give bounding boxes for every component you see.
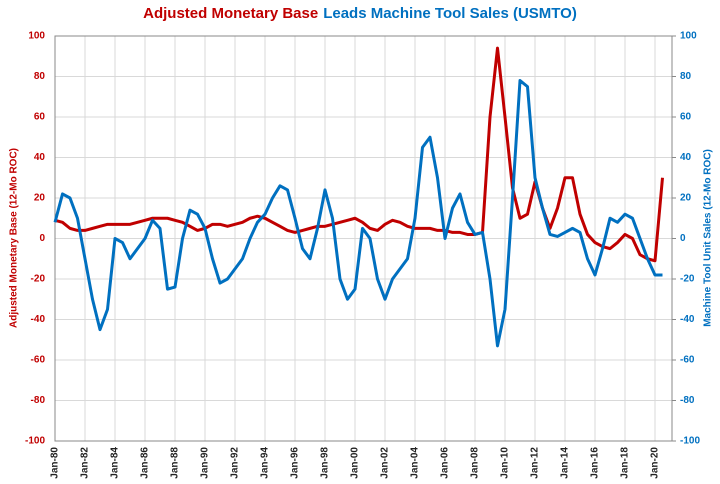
x-tick-label: Jan-20 [650, 447, 661, 479]
series-line [54, 46, 664, 263]
x-tick-label: Jan-14 [560, 447, 571, 479]
y2-tick-label: -100 [680, 436, 700, 447]
y-tick-label: -20 [31, 274, 46, 285]
x-tick-label: Jan-82 [80, 447, 91, 479]
y-tick-label: -40 [31, 314, 46, 325]
y-axis-label: Adjusted Monetary Base (12-Mo ROC) [9, 148, 20, 328]
title-part: Leads Machine Tool Sales (USMTO) [323, 5, 577, 22]
chart-title: Adjusted Monetary Base Leads Machine Tool… [143, 5, 577, 22]
x-tick-label: Jan-92 [230, 447, 241, 479]
title-part: Adjusted Monetary Base [143, 5, 318, 22]
x-tick-label: Jan-80 [50, 447, 61, 479]
x-tick-label: Jan-98 [320, 447, 331, 479]
y-tick-label: 40 [34, 152, 46, 163]
x-tick-label: Jan-08 [470, 447, 481, 479]
x-tick-label: Jan-94 [260, 447, 271, 479]
x-tick-label: Jan-04 [410, 447, 421, 479]
y-tick-label: 20 [34, 193, 46, 204]
x-tick-label: Jan-88 [170, 447, 181, 479]
y-tick-label: 100 [28, 31, 45, 42]
x-tick-label: Jan-02 [380, 447, 391, 479]
x-tick-label: Jan-96 [290, 447, 301, 479]
y-tick-label: -60 [31, 355, 46, 366]
y2-tick-label: -20 [680, 274, 695, 285]
y2-axis-label: Machine Tool Unit Sales (12-Mo ROC) [703, 149, 714, 327]
x-tick-label: Jan-90 [200, 447, 211, 479]
y2-tick-label: 80 [680, 71, 692, 82]
plot-border [54, 35, 673, 442]
y2-tick-label: -60 [680, 355, 695, 366]
x-tick-label: Jan-84 [110, 447, 121, 479]
y-tick-label: 60 [34, 112, 46, 123]
x-tick-label: Jan-18 [620, 447, 631, 479]
y2-tick-label: 100 [680, 31, 697, 42]
y-tick-label: 0 [39, 233, 45, 244]
x-tick-label: Jan-16 [590, 447, 601, 479]
x-tick-label: Jan-10 [500, 447, 511, 479]
y2-tick-label: -80 [680, 395, 695, 406]
y2-tick-label: 60 [680, 112, 692, 123]
x-tick-label: Jan-00 [350, 447, 361, 479]
y2-tick-label: 20 [680, 193, 692, 204]
y2-tick-label: 40 [680, 152, 692, 163]
y2-tick-label: -40 [680, 314, 695, 325]
x-tick-label: Jan-12 [530, 447, 541, 479]
x-tick-label: Jan-06 [440, 447, 451, 479]
y-tick-label: -100 [25, 436, 45, 447]
series-line [53, 79, 663, 348]
y-tick-label: 80 [34, 71, 46, 82]
y2-tick-label: 0 [680, 233, 686, 244]
x-tick-label: Jan-86 [140, 447, 151, 479]
y-tick-label: -80 [31, 395, 46, 406]
